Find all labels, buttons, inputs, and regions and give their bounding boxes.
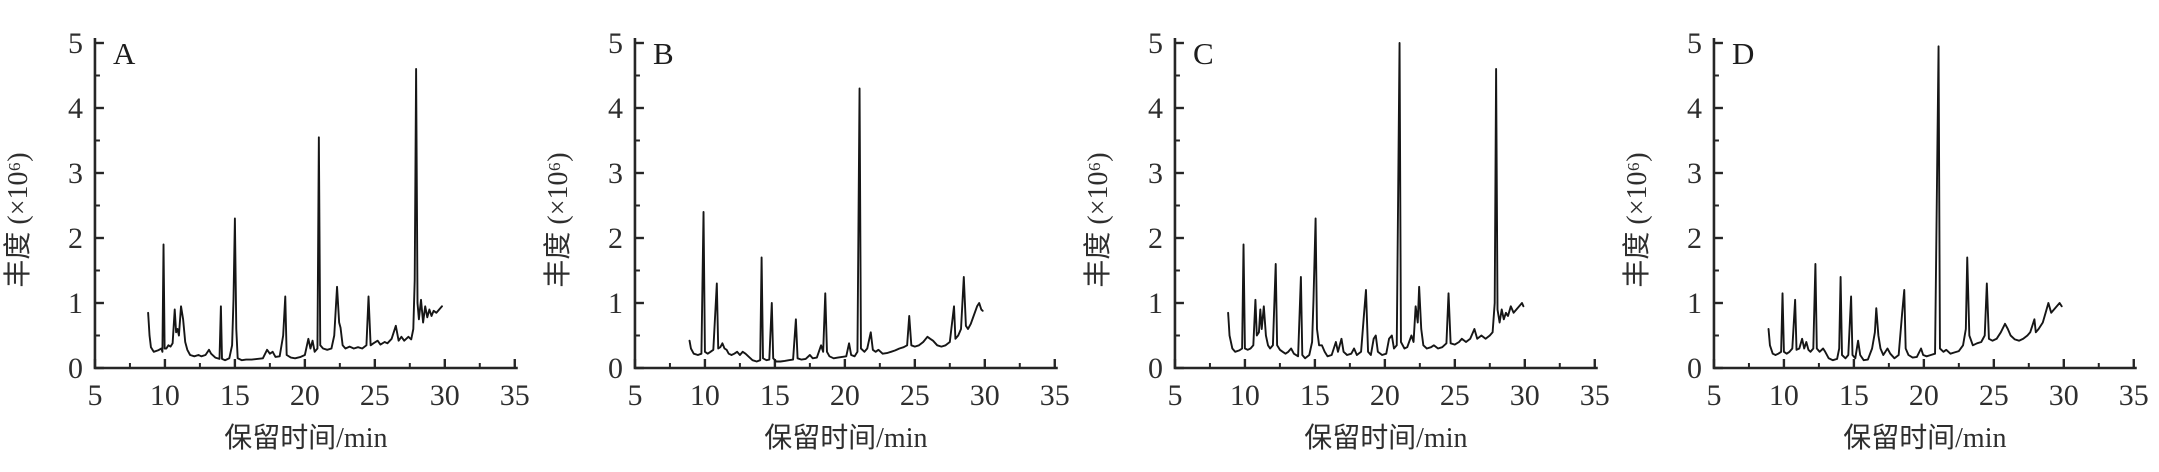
x-tick-label: 20: [1909, 379, 1939, 412]
chromatogram-trace: [688, 87, 984, 363]
axis-spine: [1712, 38, 2138, 370]
x-tick-label: 20: [830, 379, 860, 412]
chromatogram-trace: [1767, 45, 2063, 362]
x-tick-label: 10: [150, 379, 180, 412]
panel-b: 5 10 15 20 25 30 35 0 1 2 3 4 5 B 保留时间/min 丰度 (×10⁶): [540, 0, 1080, 472]
y-tick-label: 3: [68, 157, 83, 190]
y-tick-label: 4: [608, 92, 623, 125]
x-tick-label: 35: [2119, 379, 2149, 412]
y-tick-label: 5: [68, 27, 83, 60]
panel-letter: B: [653, 36, 674, 71]
y-tick-label: 0: [1147, 352, 1162, 385]
x-tick-label: 5: [87, 379, 102, 412]
y-tick-label: 0: [608, 352, 623, 385]
x-tick-label: 30: [430, 379, 460, 412]
x-tick-label: 10: [1769, 379, 1799, 412]
y-tick-label: 2: [608, 222, 623, 255]
y-tick-label: 4: [1147, 92, 1162, 125]
y-tick-label: 3: [608, 157, 623, 190]
y-tick-label: 5: [1147, 27, 1162, 60]
chromatogram-svg-b: 5 10 15 20 25 30 35 0 1 2 3 4 5 B 保留时间/min 丰度 (×10⁶): [542, 27, 1070, 454]
chromatogram-svg-c: 5 10 15 20 25 30 35 0 1 2 3 4 5 C 保留时间/min 丰度 (×10⁶): [1081, 27, 1609, 454]
y-tick-label: 3: [1147, 157, 1162, 190]
trace-layer: [1767, 45, 2063, 362]
y-axis-title: 丰度 (×10⁶): [1621, 152, 1653, 287]
x-tick-label: 25: [1439, 379, 1469, 412]
x-tick-label: 35: [1579, 379, 1609, 412]
x-tick-label: 30: [970, 379, 1000, 412]
y-tick-label: 0: [1687, 352, 1702, 385]
y-tick-label: 3: [1687, 157, 1702, 190]
x-tick-label: 35: [1040, 379, 1070, 412]
x-axis-title: 保留时间/min: [224, 422, 387, 454]
y-axis-title: 丰度 (×10⁶): [2, 152, 34, 287]
panel-letter: C: [1192, 36, 1213, 71]
trace-layer: [1226, 42, 1524, 360]
chromatogram-trace: [147, 68, 443, 362]
y-tick-label: 2: [68, 222, 83, 255]
y-tick-label: 5: [608, 27, 623, 60]
x-tick-label: 30: [2049, 379, 2079, 412]
x-tick-label: 15: [1839, 379, 1869, 412]
x-axis-title: 保留时间/min: [1844, 422, 2007, 454]
axis-layer: 5 10 15 20 25 30 35 0 1 2 3 4 5: [608, 27, 1070, 412]
y-tick-label: 1: [1687, 287, 1702, 320]
x-tick-label: 15: [220, 379, 250, 412]
x-tick-label: 5: [1167, 379, 1182, 412]
axis-spine: [1173, 38, 1598, 370]
x-axis-title: 保留时间/min: [1304, 422, 1467, 454]
x-tick-label: 20: [290, 379, 320, 412]
x-tick-label: 5: [627, 379, 642, 412]
trace-layer: [688, 87, 984, 363]
panel-c: 5 10 15 20 25 30 35 0 1 2 3 4 5 C 保留时间/min 丰度 (×10⁶): [1080, 0, 1620, 472]
x-tick-label: 30: [1509, 379, 1539, 412]
y-tick-label: 5: [1687, 27, 1702, 60]
y-tick-label: 2: [1147, 222, 1162, 255]
y-tick-label: 4: [1687, 92, 1702, 125]
x-tick-label: 15: [760, 379, 790, 412]
y-tick-label: 1: [608, 287, 623, 320]
x-tick-label: 10: [1229, 379, 1259, 412]
panel-a: 5 10 15 20 25 30 35 0 1 2 3 4 5 A 保留时间/min 丰度 (×10⁶): [0, 0, 540, 472]
axis-layer: 5 10 15 20 25 30 35 0 1 2 3 4 5: [1687, 27, 2149, 412]
x-tick-label: 25: [360, 379, 390, 412]
panel-d: 5 10 15 20 25 30 35 0 1 2 3 4 5 D 保留时间/min 丰度 (×10⁶): [1619, 0, 2159, 472]
panel-letter: A: [113, 36, 136, 71]
axis-spine: [633, 38, 1058, 370]
x-tick-label: 15: [1299, 379, 1329, 412]
chromatogram-svg-d: 5 10 15 20 25 30 35 0 1 2 3 4 5 D 保留时间/min 丰度 (×10⁶): [1621, 27, 2149, 454]
trace-layer: [147, 68, 443, 362]
y-axis-title: 丰度 (×10⁶): [1081, 152, 1113, 287]
y-axis-title: 丰度 (×10⁶): [542, 152, 574, 287]
y-tick-label: 1: [1147, 287, 1162, 320]
x-axis-title: 保留时间/min: [764, 422, 927, 454]
panel-letter: D: [1732, 36, 1754, 71]
chromatogram-trace: [1226, 42, 1524, 360]
y-tick-label: 0: [68, 352, 83, 385]
y-tick-label: 1: [68, 287, 83, 320]
x-tick-label: 10: [690, 379, 720, 412]
axis-layer: 5 10 15 20 25 30 35 0 1 2 3 4 5: [1147, 27, 1609, 412]
x-tick-label: 5: [1707, 379, 1722, 412]
y-tick-label: 4: [68, 92, 83, 125]
x-tick-label: 25: [900, 379, 930, 412]
x-tick-label: 20: [1369, 379, 1399, 412]
x-tick-label: 35: [500, 379, 530, 412]
x-tick-label: 25: [1979, 379, 2009, 412]
y-tick-label: 2: [1687, 222, 1702, 255]
axis-spine: [93, 38, 518, 370]
axis-layer: 5 10 15 20 25 30 35 0 1 2 3 4 5: [68, 27, 530, 412]
chromatogram-svg-a: 5 10 15 20 25 30 35 0 1 2 3 4 5 A 保留时间/min 丰度 (×10⁶): [2, 27, 530, 454]
